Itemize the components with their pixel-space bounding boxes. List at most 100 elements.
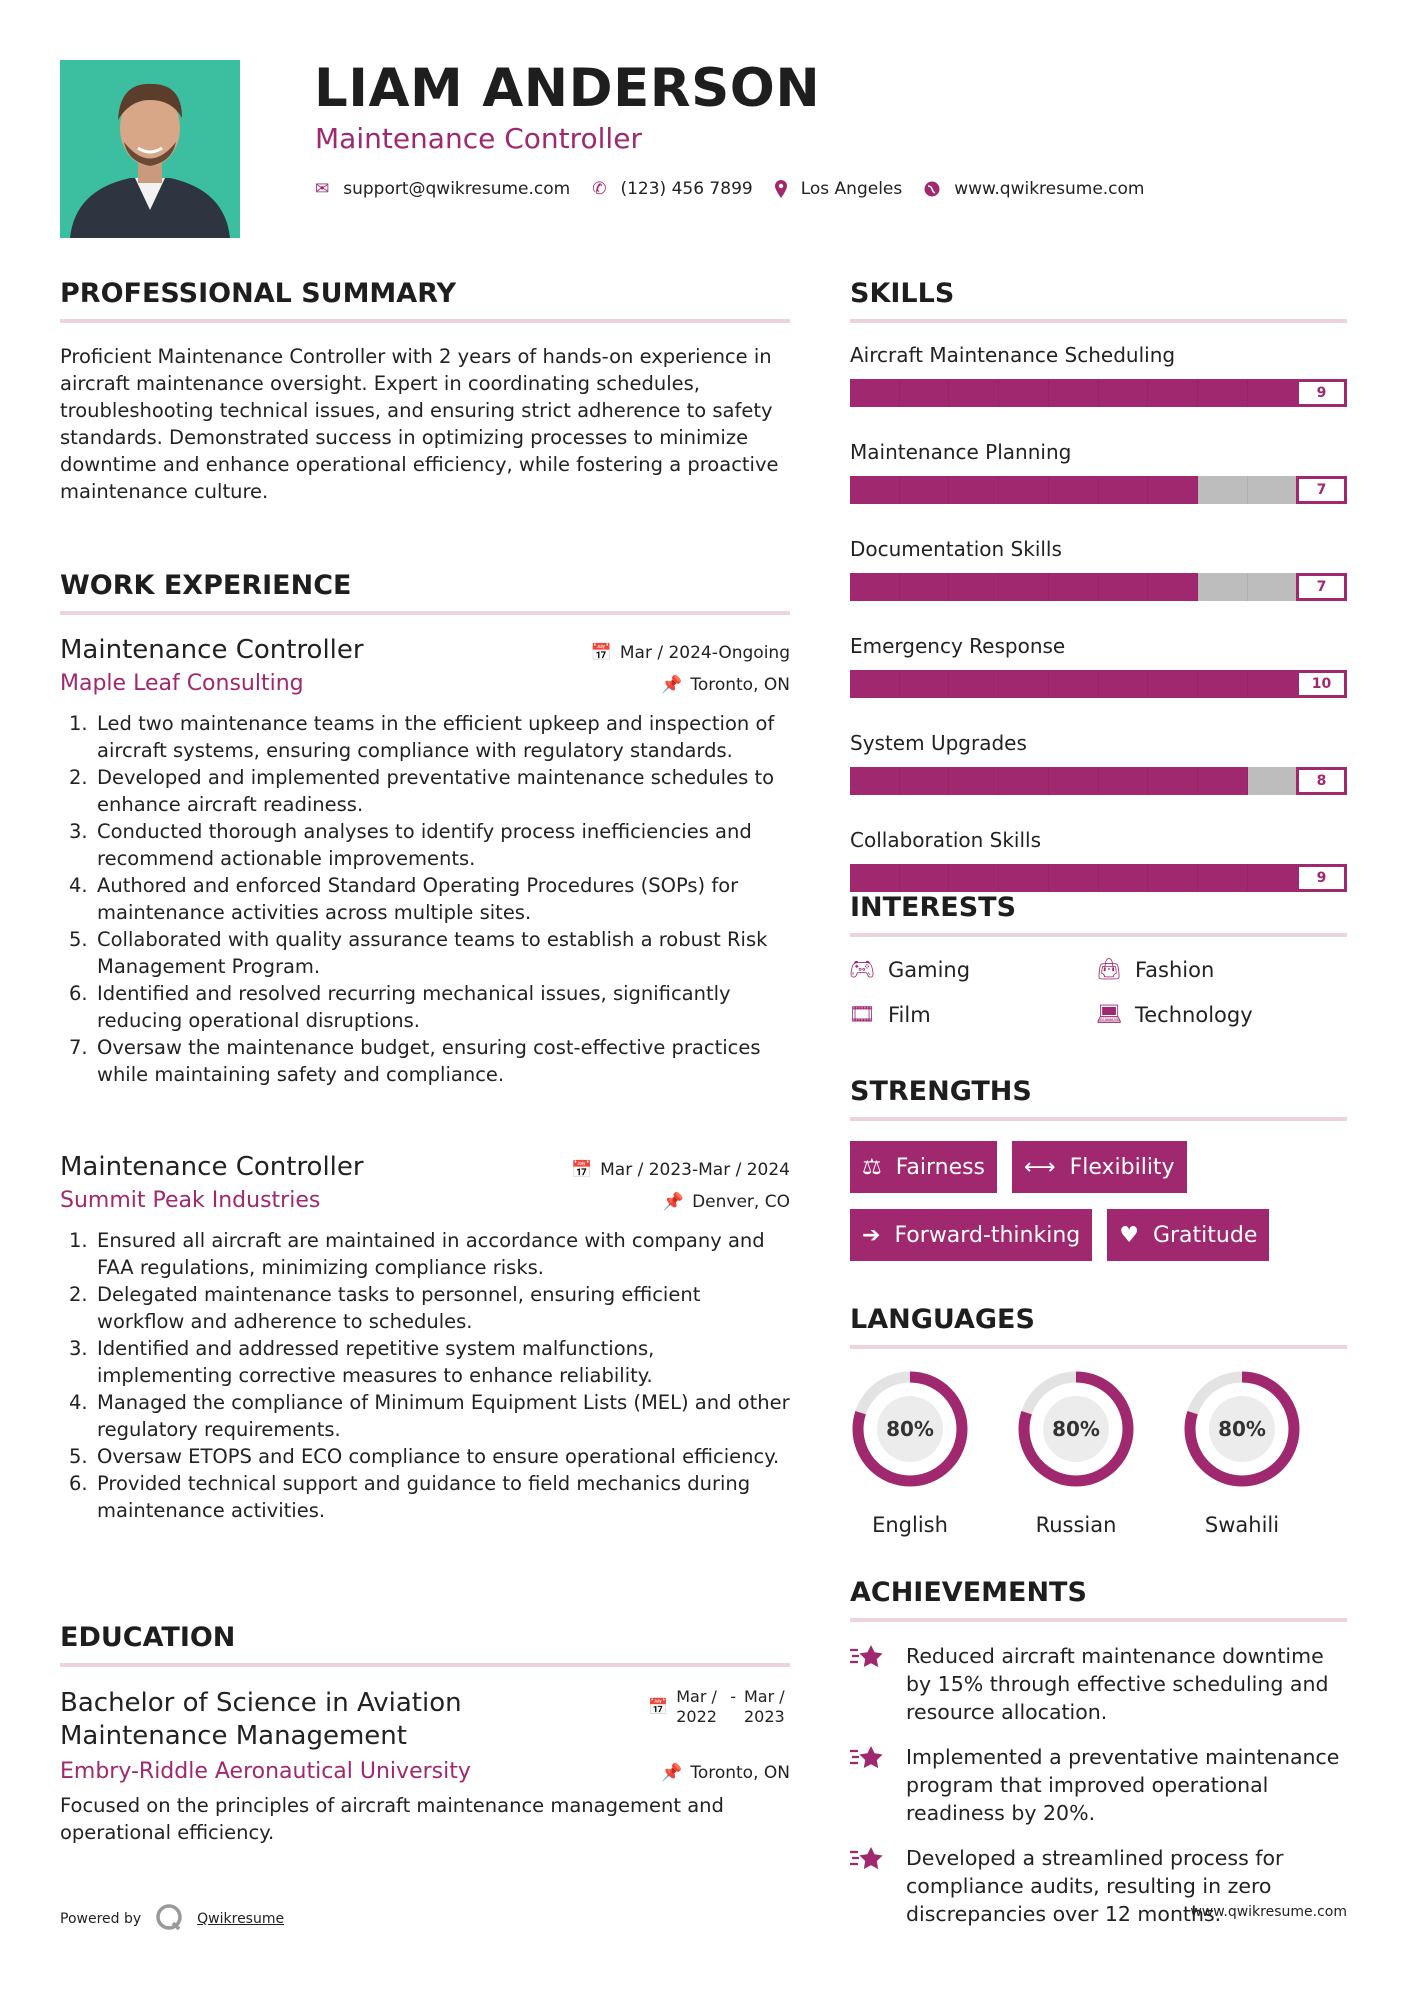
languages-section: LANGUAGES 80% English 80% Russian 80% Sw…: [850, 1304, 1347, 1537]
contact-email[interactable]: support@qwikresume.com: [343, 179, 571, 199]
calendar-icon: 📅: [590, 643, 612, 663]
skill-segment: [1148, 573, 1198, 601]
list-item: Conducted thorough analyses to identify …: [69, 818, 752, 870]
profile-photo: [60, 60, 240, 238]
skill-bar: 9: [850, 379, 1348, 407]
strength-label: Forward-thinking: [894, 1222, 1081, 1248]
section-heading: LANGUAGES: [850, 1304, 1347, 1349]
skill-segment: [949, 864, 1000, 892]
pin-icon: 📌: [662, 1192, 685, 1212]
skill-segment: [899, 379, 950, 407]
skill-segment: [850, 476, 900, 504]
interest-item: 💻︎ Technology: [1096, 1002, 1347, 1027]
skill-segment: [1098, 573, 1149, 601]
strength-chip: ⟷ Flexibility: [1012, 1141, 1187, 1193]
skill-value: 9: [1296, 864, 1347, 892]
donut-arc: [1184, 1371, 1300, 1487]
contact-bar: ✉ support@qwikresume.com ✆ (123) 456 789…: [315, 179, 1167, 199]
skill-segment: [1048, 767, 1099, 795]
interests-section: INTERESTS 🎮︎ Gaming 👜︎ Fashion 🎞︎ Film 💻︎ Te…: [848, 892, 1347, 1027]
skill-segment: [1197, 767, 1248, 795]
candidate-title: Maintenance Controller: [315, 122, 642, 155]
skill-value: 8: [1296, 767, 1347, 795]
interest-item: 👜︎ Fashion: [1096, 957, 1347, 982]
skills-section: SKILLS Aircraft Maintenance Scheduling 9…: [850, 278, 1348, 925]
donut-center: [1043, 1396, 1109, 1462]
shooting-star-icon: [850, 1642, 886, 1726]
languages-list: 80% English 80% Russian 80% Swahili: [850, 1369, 1347, 1537]
list-item: Ensured all aircraft are maintained in a…: [69, 1227, 765, 1279]
skill-segment: [949, 767, 1000, 795]
shooting-star-icon: [850, 1743, 886, 1827]
skill-item: Collaboration Skills 9: [850, 828, 1348, 892]
job-title: Maintenance Controller: [60, 635, 364, 665]
strength-chip: ♥ Gratitude: [1107, 1209, 1270, 1261]
edu-date-end: Mar / 2023: [744, 1687, 785, 1726]
contact-phone: (123) 456 7899: [620, 179, 753, 199]
job-location: Denver, CO: [692, 1192, 790, 1212]
list-item: Oversaw the maintenance budget, ensuring…: [69, 1034, 761, 1086]
language-donut: 80%: [1018, 1371, 1134, 1487]
gamepad-icon: 🎮︎: [848, 957, 876, 981]
skill-label: Emergency Response: [850, 634, 1066, 658]
skill-segment: [999, 670, 1049, 698]
language-percent: 80%: [1218, 1417, 1266, 1441]
skill-bar: 7: [850, 573, 1348, 601]
qwikresume-link[interactable]: Qwikresume: [197, 1911, 285, 1927]
section-heading: EDUCATION: [60, 1622, 790, 1667]
skill-segment: [1148, 379, 1198, 407]
contact-website[interactable]: www.qwikresume.com: [954, 179, 1145, 199]
job-title: Maintenance Controller: [60, 1152, 364, 1182]
strengths-section: STRENGTHS ⚖ Fairness ⟷ Flexibility ➔ Forwar…: [850, 1076, 1347, 1261]
skill-segment: [850, 864, 900, 892]
skill-label: Collaboration Skills: [850, 828, 1042, 852]
skill-segment: [949, 379, 1000, 407]
job-duties: Ensured all aircraft are maintained in a…: [69, 1227, 790, 1524]
degree-title: Bachelor of Science in Aviation Maintena…: [60, 1688, 462, 1751]
skill-segment: [1098, 476, 1149, 504]
skill-segment: [1247, 670, 1298, 698]
skill-segment: [899, 476, 950, 504]
summary-text: Proficient Maintenance Controller with 2…: [60, 345, 779, 503]
skill-segment: [1197, 476, 1248, 504]
language-donut: 80%: [852, 1371, 968, 1487]
skill-segment: [899, 864, 950, 892]
map-marker-icon: [774, 180, 787, 198]
section-heading: INTERESTS: [850, 892, 1347, 937]
interest-label: Gaming: [888, 957, 971, 982]
skill-segment: [1098, 379, 1149, 407]
skill-segment: [850, 573, 900, 601]
strength-label: Gratitude: [1152, 1222, 1258, 1248]
skill-segment: [1197, 864, 1248, 892]
skill-segment: [1247, 767, 1298, 795]
section-heading: ACHIEVEMENTS: [850, 1577, 1347, 1622]
donut-arc: [1018, 1371, 1134, 1487]
skill-segment: [1048, 476, 1099, 504]
edu-date-start: Mar / 2022: [676, 1687, 717, 1726]
skill-segment: [999, 573, 1049, 601]
skill-segment: [850, 767, 900, 795]
balance-scale-icon: ⚖: [862, 1154, 882, 1180]
skill-item: Documentation Skills 7: [850, 537, 1348, 601]
education-description: Focused on the principles of aircraft ma…: [60, 1794, 724, 1844]
footer-site[interactable]: www.qwikresume.com: [1190, 1904, 1347, 1920]
education-section: EDUCATION Bachelor of Science in Aviatio…: [60, 1622, 790, 1846]
summary-section: PROFESSIONAL SUMMARY Proficient Maintena…: [60, 278, 790, 505]
calendar-icon: 📅: [570, 1160, 593, 1180]
skill-bar: 9: [850, 864, 1348, 892]
skill-bar: 8: [850, 767, 1348, 795]
job-date: Mar / 2023-Mar / 2024: [600, 1160, 790, 1180]
achievement-text: Developed a streamlined process for comp…: [906, 1846, 1284, 1926]
skill-segment: [999, 476, 1049, 504]
skill-segment: [1098, 864, 1149, 892]
skill-segment: [1048, 864, 1099, 892]
job-date: Mar / 2024-Ongoing: [619, 643, 790, 663]
language-label: English: [872, 1513, 948, 1537]
interest-item: 🎮︎ Gaming: [848, 957, 1097, 982]
donut-center: [877, 1396, 943, 1462]
skill-label: Documentation Skills: [850, 537, 1062, 561]
school-name: Embry-Riddle Aeronautical University: [60, 1759, 471, 1784]
skill-item: System Upgrades 8: [850, 731, 1348, 795]
strength-chip: ⚖ Fairness: [850, 1141, 998, 1193]
language-item: 80% English: [850, 1369, 970, 1537]
